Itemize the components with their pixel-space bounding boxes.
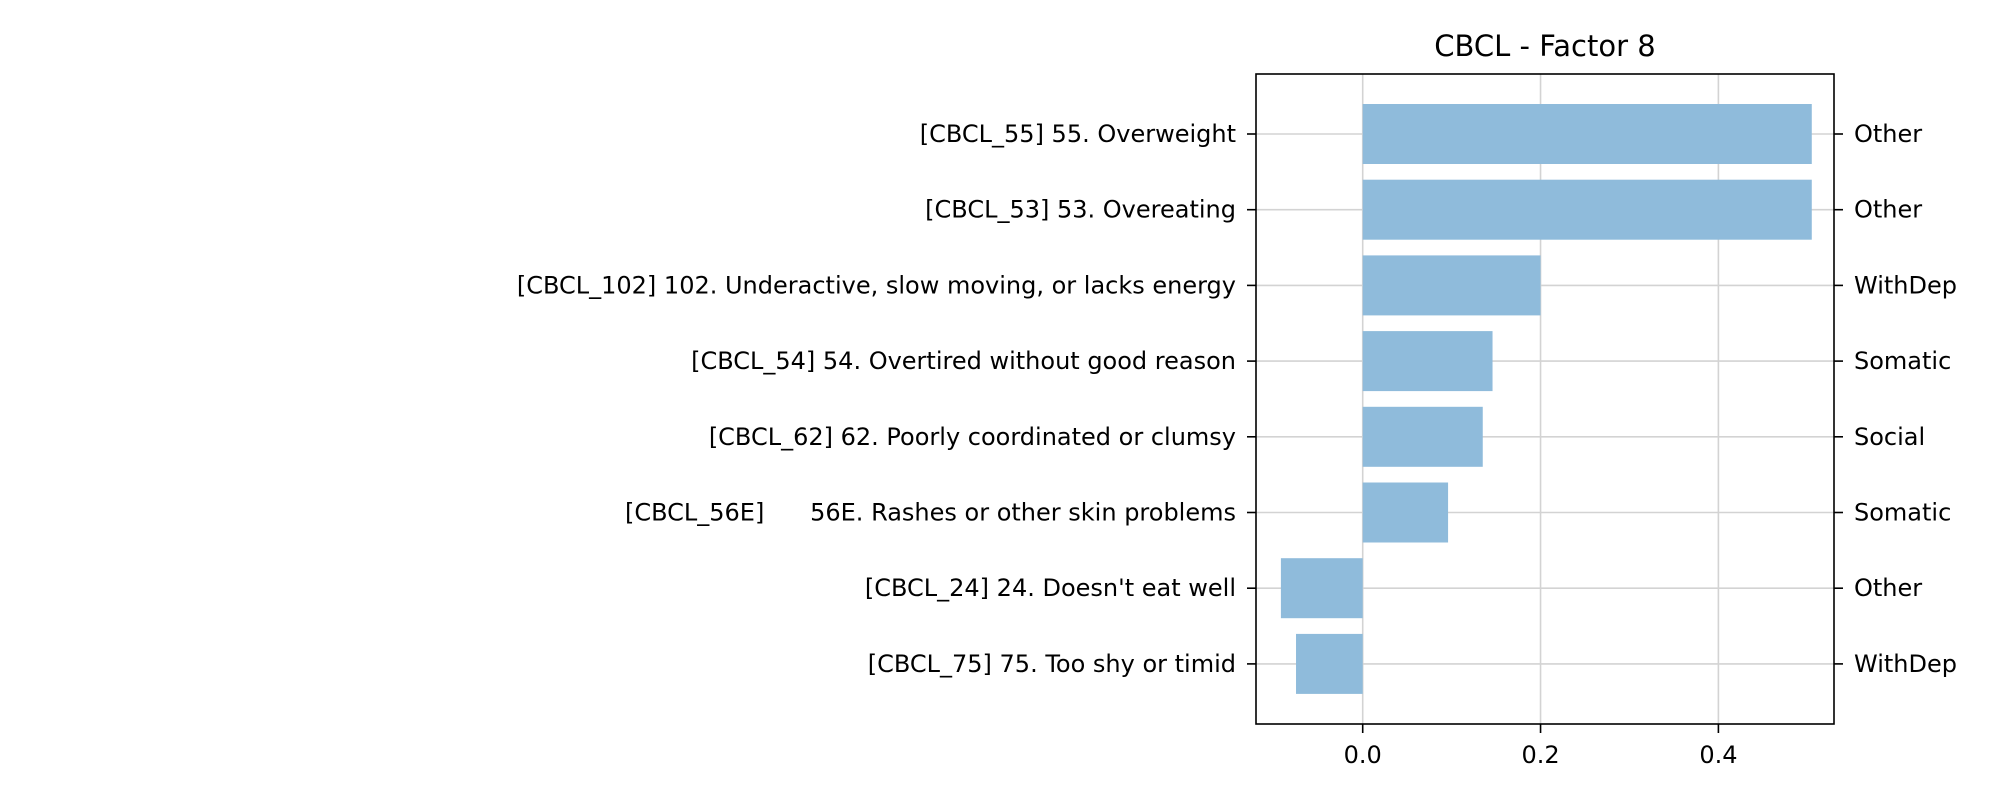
category-label: [CBCL_62] 62. Poorly coordinated or clum… bbox=[709, 423, 1236, 451]
chart-title: CBCL - Factor 8 bbox=[1434, 29, 1655, 63]
bar bbox=[1362, 104, 1812, 164]
plot-frame bbox=[1255, 73, 1835, 725]
bar bbox=[1280, 558, 1363, 619]
ticks bbox=[1247, 133, 1843, 733]
category-label: [CBCL_24] 24. Doesn't eat well bbox=[865, 574, 1236, 602]
bars bbox=[1280, 104, 1812, 694]
group-label: Other bbox=[1854, 120, 1922, 148]
x-tick-label: 0.2 bbox=[1521, 741, 1559, 769]
x-tick-label: 0.4 bbox=[1699, 741, 1737, 769]
group-label: Somatic bbox=[1854, 347, 1951, 375]
group-label: WithDep bbox=[1854, 650, 1957, 678]
category-label: [CBCL_56E] 56E. Rashes or other skin pro… bbox=[625, 499, 1236, 527]
group-label: Other bbox=[1854, 574, 1922, 602]
category-label: [CBCL_54] 54. Overtired without good rea… bbox=[691, 347, 1236, 375]
group-label: WithDep bbox=[1854, 271, 1957, 299]
bar bbox=[1362, 331, 1493, 392]
category-label: [CBCL_75] 75. Too shy or timid bbox=[868, 650, 1236, 678]
grid-lines bbox=[1256, 74, 1834, 724]
labels: 0.0 0.2 0.4 [CBCL_55] 55. Overweight Other [C… bbox=[517, 120, 1957, 769]
bar bbox=[1362, 482, 1449, 543]
bar bbox=[1362, 255, 1541, 316]
category-label: [CBCL_55] 55. Overweight bbox=[920, 120, 1236, 148]
bar bbox=[1296, 633, 1363, 694]
group-label: Other bbox=[1854, 196, 1922, 224]
category-label: [CBCL_53] 53. Overeating bbox=[925, 196, 1236, 224]
bar bbox=[1362, 179, 1812, 240]
group-label: Social bbox=[1854, 423, 1925, 451]
group-label: Somatic bbox=[1854, 499, 1951, 527]
category-label: [CBCL_102] 102. Underactive, slow moving… bbox=[517, 271, 1236, 299]
bar bbox=[1362, 406, 1483, 467]
x-tick-label: 0.0 bbox=[1344, 741, 1382, 769]
